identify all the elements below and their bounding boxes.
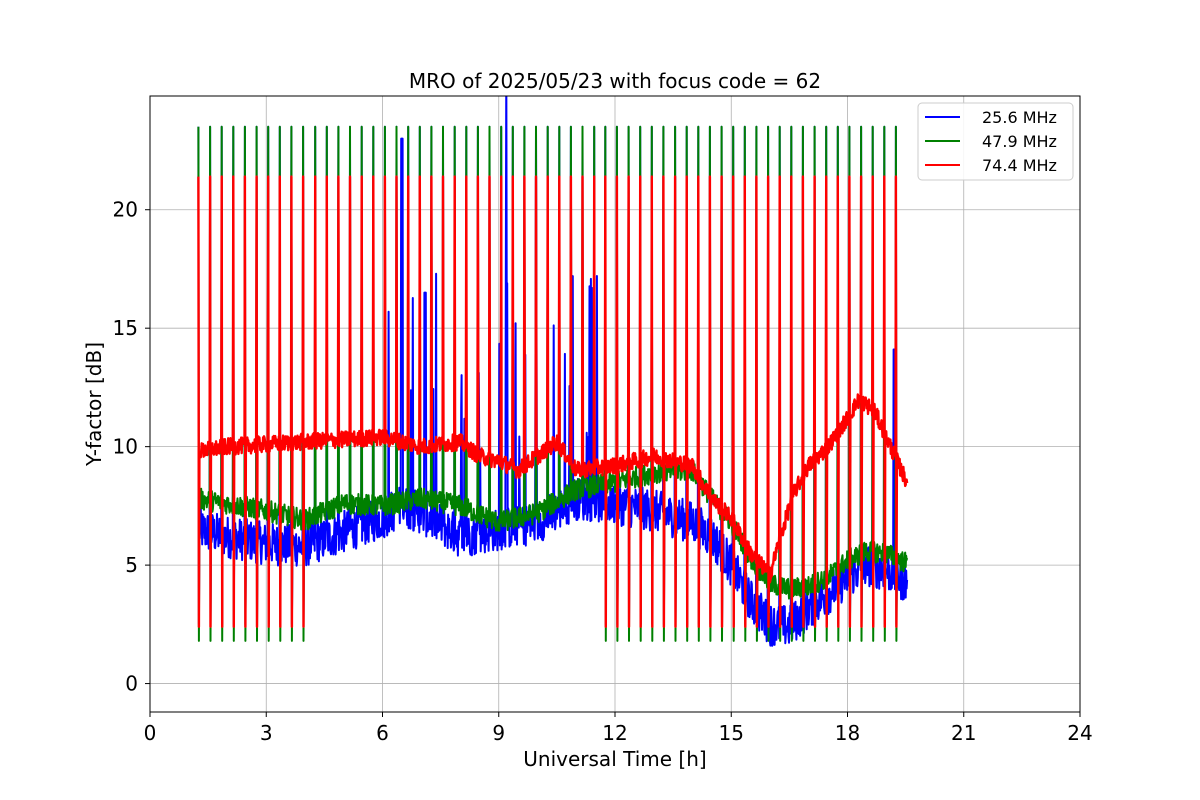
chart-title: MRO of 2025/05/23 with focus code = 62 xyxy=(409,69,821,93)
legend-label-2: 47.9 MHz xyxy=(982,132,1057,151)
y-tick-label: 10 xyxy=(113,435,138,459)
series-line-1 xyxy=(197,96,909,647)
x-tick-label: 9 xyxy=(492,721,505,745)
x-tick-label: 3 xyxy=(260,721,273,745)
y-tick-label: 15 xyxy=(113,316,138,340)
x-tick-label: 12 xyxy=(602,721,627,745)
y-axis-label: Y-factor [dB] xyxy=(82,342,106,467)
series-line-3 xyxy=(197,175,909,628)
x-tick-label: 6 xyxy=(376,721,389,745)
y-axis: 0 5 10 15 20 xyxy=(113,198,150,696)
legend-label-1: 25.6 MHz xyxy=(982,108,1057,127)
series-layer xyxy=(197,96,909,647)
x-tick-label: 21 xyxy=(951,721,976,745)
y-tick-label: 20 xyxy=(113,198,138,222)
legend-box xyxy=(917,102,1074,181)
grid xyxy=(149,96,1081,712)
legend: 25.6 MHz 47.9 MHz 74.4 MHz xyxy=(917,102,1074,181)
x-axis-label: Universal Time [h] xyxy=(523,747,706,771)
x-axis: 0 3 6 9 12 15 18 21 24 xyxy=(144,712,1093,745)
y-tick-label: 0 xyxy=(125,672,138,696)
series-line-2 xyxy=(197,125,909,642)
y-tick-label: 5 xyxy=(125,553,138,577)
x-tick-label: 15 xyxy=(719,721,744,745)
x-tick-label: 24 xyxy=(1067,721,1092,745)
plot-area: 0 3 6 9 12 15 18 21 24 0 5 10 15 20 xyxy=(113,95,1093,745)
x-tick-label: 0 xyxy=(144,721,157,745)
x-tick-label: 18 xyxy=(835,721,860,745)
legend-label-3: 74.4 MHz xyxy=(982,156,1057,175)
